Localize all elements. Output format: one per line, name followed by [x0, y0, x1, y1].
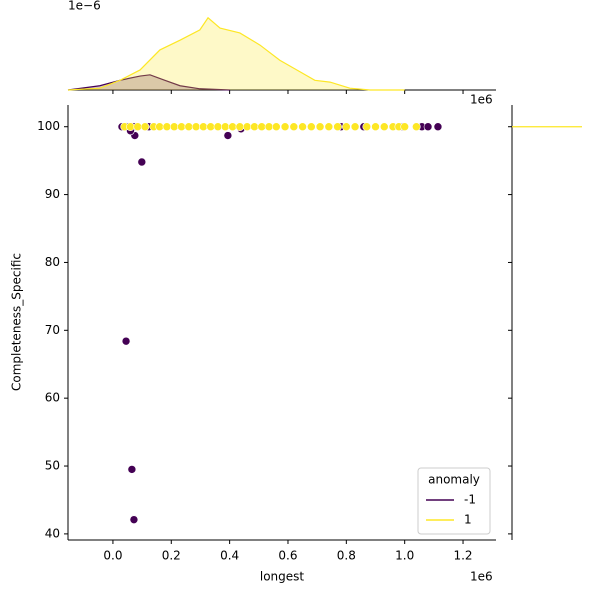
top-y-offset: 1e−6 [68, 0, 101, 13]
legend-box [417, 467, 491, 535]
density-line [67, 16, 405, 91]
x-tick-label: 0.8 [337, 549, 356, 563]
y-label: Completeness_Specific [10, 253, 24, 391]
point [206, 122, 215, 132]
y-tick-label: 60 [45, 391, 60, 405]
y-tick-label: 90 [45, 187, 60, 201]
point [257, 122, 267, 132]
point [213, 122, 223, 132]
point [140, 122, 150, 132]
legend-label: -1 [464, 493, 476, 507]
point [412, 122, 421, 132]
point [137, 157, 147, 167]
point [298, 122, 307, 132]
point [264, 122, 274, 132]
point [272, 122, 281, 132]
point [400, 122, 409, 132]
point [169, 122, 179, 132]
point [280, 122, 290, 132]
top-x-offset: 1e6 [470, 93, 493, 107]
point [155, 122, 164, 132]
point [162, 122, 172, 132]
x-tick-label: 0.2 [162, 549, 181, 563]
point [433, 122, 443, 132]
y-tick-label: 80 [45, 255, 60, 269]
point [379, 122, 389, 132]
point [220, 122, 230, 132]
point [126, 122, 135, 132]
x-tick-label: 0.0 [103, 549, 122, 563]
x-tick-label: 0.4 [220, 549, 239, 563]
x-tick-label: 1.2 [453, 549, 472, 563]
density-area [68, 17, 405, 90]
y-tick-label: 100 [37, 119, 60, 133]
y-tick-label: 40 [45, 526, 60, 540]
point [235, 122, 245, 132]
point [223, 131, 233, 140]
point [342, 122, 351, 132]
point [350, 122, 360, 132]
y-tick-label: 70 [45, 323, 60, 337]
point [199, 122, 208, 132]
x-tick-label: 1.0 [395, 549, 414, 563]
point [121, 336, 131, 346]
point [333, 122, 342, 132]
point [127, 465, 137, 474]
point [191, 122, 201, 132]
point [133, 122, 143, 132]
point [362, 122, 372, 132]
legend-label: 1 [464, 513, 472, 527]
point [184, 122, 194, 132]
y-tick-label: 50 [45, 459, 60, 473]
point [307, 122, 316, 132]
density-line [67, 74, 230, 91]
x-offset: 1e6 [470, 570, 493, 584]
point [177, 122, 186, 132]
density-area [68, 74, 230, 90]
x-label: longest [260, 570, 305, 584]
point [228, 122, 237, 132]
point [324, 122, 334, 132]
point [423, 122, 433, 132]
point [315, 122, 325, 132]
x-tick-label: 0.6 [278, 549, 297, 563]
point [129, 515, 139, 524]
point [250, 122, 259, 132]
legend-title: anomaly [428, 473, 480, 487]
point [242, 122, 252, 132]
point [371, 122, 380, 132]
point [289, 122, 299, 132]
